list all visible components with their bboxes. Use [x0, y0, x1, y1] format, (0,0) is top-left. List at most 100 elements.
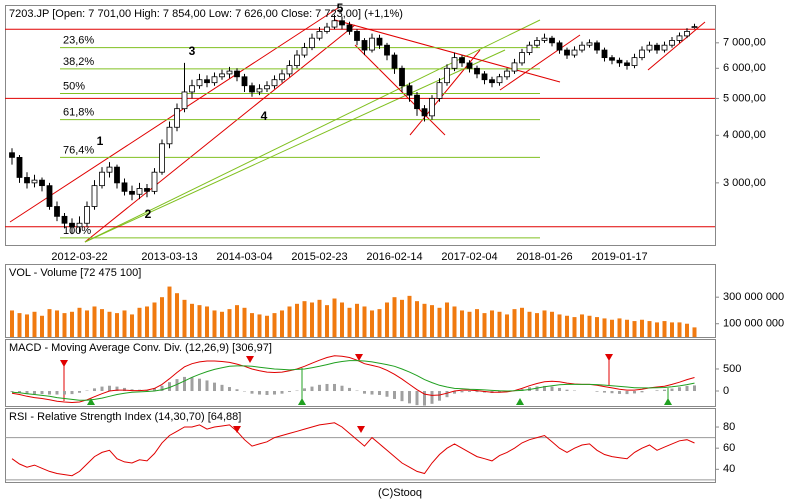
volume-bar — [550, 311, 554, 337]
candle-body — [196, 79, 203, 87]
volume-bar — [602, 318, 607, 337]
volume-bar — [17, 313, 22, 337]
volume-bar — [625, 319, 629, 337]
wave-label: 1 — [97, 134, 104, 148]
volume-bar — [685, 323, 689, 337]
histogram-bar — [123, 387, 126, 392]
volume-bar — [70, 311, 74, 337]
histogram-bar — [265, 391, 269, 395]
volume-bar — [325, 305, 329, 337]
candle-body — [264, 85, 270, 90]
candle-body — [571, 49, 578, 56]
volume-bar — [482, 313, 487, 337]
panel-title: VOL - Volume [72 475 100] — [9, 267, 141, 279]
volume-bar — [677, 322, 682, 337]
volume-bar — [467, 311, 472, 337]
candle-body — [579, 44, 585, 51]
histogram-bar — [423, 391, 426, 406]
histogram-bar — [625, 391, 629, 395]
histogram-bar — [618, 391, 621, 394]
histogram-bar — [468, 391, 471, 392]
histogram-bar — [190, 377, 194, 392]
histogram-bar — [378, 391, 381, 395]
candle-body — [121, 182, 128, 192]
histogram-bar — [48, 391, 51, 395]
histogram-bar — [18, 391, 21, 393]
volume-bar — [40, 315, 44, 337]
buy-signal — [664, 398, 672, 405]
volume-bar — [565, 315, 569, 337]
candle-body — [624, 62, 630, 66]
signal-markers — [60, 354, 672, 433]
volume-bar — [647, 321, 652, 337]
histogram-bar — [370, 391, 374, 395]
histogram-bar — [445, 391, 449, 398]
volume-bar — [272, 313, 277, 337]
volume-bar — [527, 311, 532, 337]
candle-body — [31, 179, 38, 184]
volume-bar — [160, 297, 164, 337]
candle-body — [16, 156, 23, 178]
volume-bar — [257, 314, 262, 337]
x-tick-label: 2013-03-13 — [141, 251, 197, 263]
candle-body — [84, 206, 90, 224]
candle-body — [129, 190, 135, 195]
sell-signal — [357, 426, 365, 433]
volume-bar — [302, 301, 307, 337]
wave-label: 3 — [189, 44, 196, 58]
volume-bar — [587, 315, 592, 337]
volume-bar — [107, 311, 112, 337]
candle-body — [226, 70, 233, 75]
histogram-bar — [340, 385, 344, 392]
histogram-bar — [565, 389, 569, 392]
candle-body — [631, 57, 638, 66]
volume-bar — [317, 299, 322, 337]
candle-body — [646, 44, 653, 51]
histogram-bar — [363, 391, 366, 394]
histogram-bar — [175, 379, 179, 392]
volume-bar — [407, 295, 412, 337]
histogram-bar — [550, 386, 554, 392]
trend-line — [647, 21, 706, 71]
histogram-bar — [655, 390, 659, 392]
candle-body — [489, 79, 495, 84]
volume-bar — [295, 303, 299, 337]
volume-bar — [122, 310, 127, 337]
y-tick-label: 80 — [723, 421, 735, 433]
histogram-bar — [558, 387, 561, 392]
volume-bar — [512, 309, 517, 337]
candle-body — [39, 179, 45, 187]
histogram-bar — [153, 388, 156, 392]
trend-line — [84, 19, 541, 243]
candle-body — [174, 108, 180, 128]
candle-body — [204, 79, 210, 84]
histogram-bar — [318, 384, 321, 392]
volume-bar — [595, 317, 599, 337]
x-tick-label: 2014-03-04 — [216, 251, 272, 263]
candle-body — [661, 44, 668, 51]
candle-body — [181, 91, 188, 110]
histogram-bar — [213, 382, 216, 392]
candle-body — [279, 73, 285, 81]
candle-body — [241, 76, 248, 87]
fib-label: 100% — [63, 225, 91, 237]
volume-bar — [265, 315, 269, 337]
histogram-bar — [385, 391, 389, 397]
histogram-bar — [415, 391, 419, 406]
histogram-bar — [498, 391, 501, 393]
volume-bar — [437, 307, 442, 337]
candle-body — [286, 65, 293, 75]
volume-bar — [542, 310, 547, 337]
histogram-bar — [100, 386, 104, 392]
candle-body — [309, 37, 315, 49]
volume-bar — [572, 317, 577, 337]
histogram-bar — [63, 391, 66, 395]
volume-bar — [557, 314, 562, 337]
histogram-bar — [460, 391, 464, 393]
volume-bar — [310, 302, 314, 337]
fib-label: 76,4% — [63, 144, 94, 156]
candle-body — [354, 31, 360, 41]
x-tick-label: 2016-02-14 — [366, 251, 422, 263]
candle-body — [556, 42, 563, 51]
volume-bar — [242, 307, 247, 337]
